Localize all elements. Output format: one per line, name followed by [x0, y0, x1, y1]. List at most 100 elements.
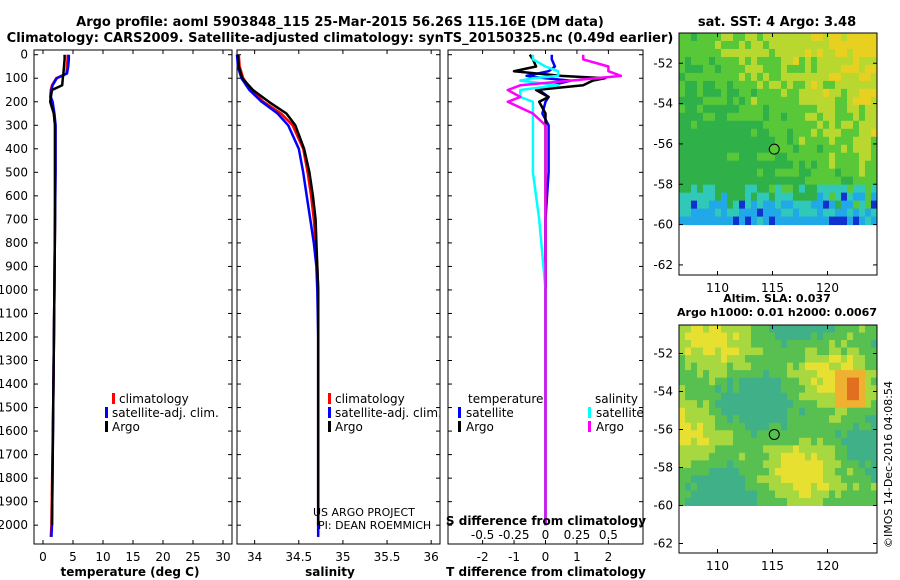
map-cell — [679, 347, 686, 356]
map-cell — [865, 192, 872, 202]
map-cell — [853, 325, 860, 334]
map-cell — [841, 392, 848, 401]
map-cell — [697, 216, 704, 226]
map-cell — [781, 407, 788, 416]
map-cell — [751, 400, 758, 409]
map-cell — [691, 490, 698, 499]
map-cell — [781, 347, 788, 356]
map-cell — [679, 400, 686, 409]
map-cell — [679, 445, 686, 454]
map-cell — [715, 80, 722, 90]
map-cell — [745, 482, 752, 491]
map-cell — [865, 422, 872, 431]
map-cell — [769, 362, 776, 371]
map-cell — [769, 475, 776, 484]
map-cell — [865, 152, 872, 162]
map-cell — [727, 325, 734, 334]
map-cell — [787, 176, 794, 186]
map-cell — [733, 48, 740, 58]
map-cell — [703, 136, 710, 146]
map-cell — [823, 497, 830, 506]
map-cell — [691, 184, 698, 194]
map-cell — [823, 160, 830, 170]
map-cell — [739, 362, 746, 371]
map-cell — [751, 467, 758, 476]
map-cell — [757, 80, 764, 90]
map-cell — [859, 422, 866, 431]
map-cell — [781, 192, 788, 202]
map-cell — [775, 392, 782, 401]
map-cell — [841, 56, 848, 66]
map-cell — [721, 152, 728, 162]
map-cell — [769, 452, 776, 461]
legend-swatch-argo — [105, 421, 108, 432]
map-cell — [751, 460, 758, 469]
map-cell — [775, 362, 782, 371]
map-cell — [781, 80, 788, 90]
map-cell — [685, 88, 692, 98]
map-cell — [703, 422, 710, 431]
map-cell — [787, 355, 794, 364]
map-cell — [865, 377, 872, 386]
map-cell — [685, 437, 692, 446]
map-cell — [721, 482, 728, 491]
map-cell — [739, 33, 746, 42]
map-cell — [853, 370, 860, 379]
map-cell — [865, 437, 872, 446]
map-cell — [679, 80, 686, 90]
map-cell — [799, 128, 806, 138]
map-cell — [733, 497, 740, 506]
map-cell — [721, 392, 728, 401]
map-cell — [787, 497, 794, 506]
map-cell — [805, 482, 812, 491]
map-cell — [805, 192, 812, 202]
map-cell — [871, 104, 878, 114]
map-cell — [799, 445, 806, 454]
map-cell — [841, 325, 848, 334]
map-cell — [847, 475, 854, 484]
map-cell — [781, 437, 788, 446]
map-cell — [865, 136, 872, 146]
map-cell — [799, 355, 806, 364]
map-cell — [715, 96, 722, 106]
map-cell — [841, 407, 848, 416]
map-cell — [865, 120, 872, 130]
map-cell — [859, 104, 866, 114]
map-cell — [871, 332, 878, 341]
map-cell — [769, 497, 776, 506]
map-cell — [841, 33, 848, 42]
map-cell — [799, 332, 806, 341]
map-cell — [841, 430, 848, 439]
map-cell — [823, 184, 830, 194]
map-cell — [859, 370, 866, 379]
map-cell — [739, 415, 746, 424]
map-cell — [745, 88, 752, 98]
map-cell — [847, 88, 854, 98]
map-cell — [685, 415, 692, 424]
map-cell — [775, 407, 782, 416]
map-cell — [805, 325, 812, 334]
map-cell — [709, 475, 716, 484]
map-cell — [787, 168, 794, 178]
map-cell — [697, 80, 704, 90]
map-cell — [691, 96, 698, 106]
map-cell — [787, 128, 794, 138]
map-cell — [739, 460, 746, 469]
map-cell — [805, 176, 812, 186]
map-cell — [871, 176, 878, 186]
map-cell — [727, 168, 734, 178]
map-cell — [805, 184, 812, 194]
map-cell — [787, 430, 794, 439]
map-cell — [823, 208, 830, 218]
map-cell — [799, 192, 806, 202]
map-cell — [739, 168, 746, 178]
map-cell — [853, 168, 860, 178]
map-cell — [757, 208, 764, 218]
map-cell — [685, 385, 692, 394]
map-cell — [709, 467, 716, 476]
map-cell — [859, 460, 866, 469]
map-cell — [697, 445, 704, 454]
map-cell — [691, 497, 698, 506]
map-cell — [865, 355, 872, 364]
map-cell — [751, 347, 758, 356]
